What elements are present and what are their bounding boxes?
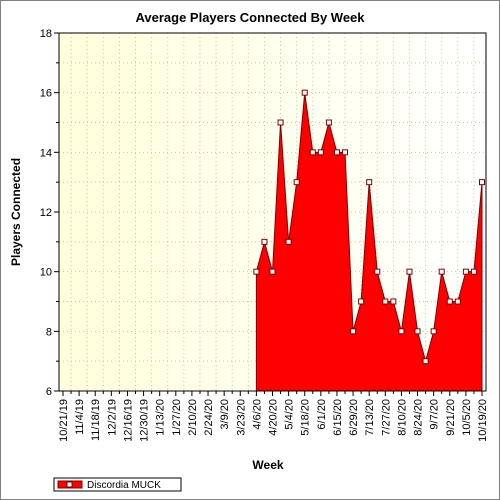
data-point [454,298,461,305]
legend: Discordia MUCK [53,477,182,492]
data-point [253,268,260,275]
data-point [309,149,316,156]
y-tick-label: 12 [40,207,52,219]
plot-border [58,32,487,392]
y-tick-labels: 6 8 10 12 14 16 18 [40,28,52,398]
x-tick-label: 6/1/20 [316,399,328,430]
x-tick-label: 3/23/20 [235,399,247,436]
x-tick-label: 2/24/20 [203,399,215,436]
x-tick-label: 12/30/19 [139,399,151,442]
data-point [350,328,357,335]
data-point [398,328,405,335]
data-point [470,268,477,275]
data-point [414,328,421,335]
data-point [382,298,389,305]
y-tick-label: 18 [40,28,52,40]
data-point [366,179,373,186]
data-point [438,268,445,275]
x-tick-label: 2/10/20 [187,399,199,436]
y-tick-label: 6 [46,386,52,398]
data-point [285,238,292,245]
x-tick-label: 7/27/20 [380,399,392,436]
data-point [261,238,268,245]
legend-label: Discordia MUCK [87,480,161,491]
x-tick-label: 8/24/20 [413,399,425,436]
data-point [430,328,437,335]
data-point [374,268,381,275]
data-point [422,358,429,365]
y-tick-label: 16 [40,88,52,100]
x-tick-label: 4/6/20 [251,399,263,430]
y-tick-label: 14 [40,147,52,159]
x-tick-label: 12/2/19 [106,399,118,436]
x-tick-label: 6/15/20 [332,399,344,436]
x-tick-label: 7/13/20 [364,399,376,436]
y-tick-label: 10 [40,267,52,279]
x-tick-label: 10/21/19 [58,399,70,442]
x-tick-label: 1/27/20 [171,399,183,436]
y-tick-label: 8 [46,326,52,338]
data-point [333,149,340,156]
series-layer [253,89,485,392]
x-tick-label: 5/18/20 [300,399,312,436]
data-point [325,119,332,126]
axes [54,32,487,396]
data-point [293,179,300,186]
data-point [358,298,365,305]
x-tick-label: 9/21/20 [445,399,457,436]
x-tick-label: 11/4/19 [74,399,86,435]
data-point [462,268,469,275]
y-axis-label: Players Connected [9,158,23,266]
x-tick-label: 6/29/20 [348,399,360,436]
x-tick-label: 11/18/19 [90,399,102,441]
data-point [317,149,324,156]
data-point [342,149,349,156]
chart-title: Average Players Connected By Week [135,10,365,25]
x-tick-label: 8/10/20 [396,399,408,436]
x-tick-labels: 10/21/19 11/4/19 11/18/19 12/2/19 12/16/19 12… [58,399,489,442]
data-point [479,179,485,186]
legend-box [53,477,182,492]
data-point [390,298,397,305]
data-point [269,268,276,275]
data-point [406,268,413,275]
x-axis-label: Week [252,458,283,472]
x-tick-label: 1/13/20 [155,399,167,436]
x-tick-label: 10/5/20 [461,399,473,436]
x-tick-label: 3/9/20 [219,399,231,430]
x-tick-label: 4/20/20 [268,399,280,436]
legend-marker [66,481,73,488]
x-tick-label: 5/4/20 [284,399,296,430]
x-tick-label: 9/7/20 [429,399,441,430]
data-point [277,119,284,126]
x-tick-label: 12/16/19 [122,399,134,442]
data-point [301,89,308,96]
x-tick-label: 10/19/20 [477,399,489,442]
data-point [446,298,453,305]
